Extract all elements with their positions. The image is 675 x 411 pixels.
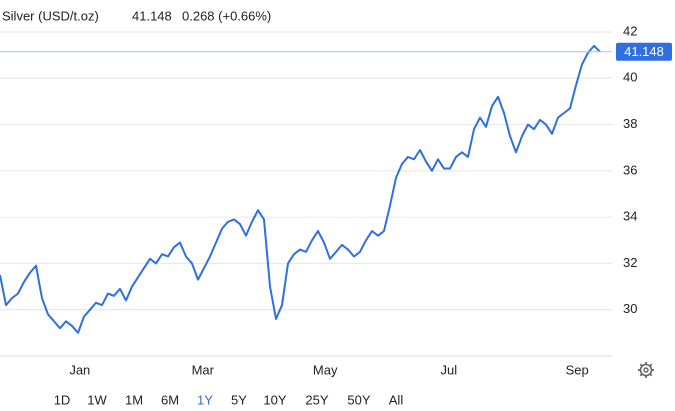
range-button[interactable]: 1M xyxy=(125,392,143,407)
x-tick-label: Mar xyxy=(192,362,215,377)
gear-teeth[interactable] xyxy=(638,362,654,378)
range-button[interactable]: All xyxy=(389,392,404,407)
last-price-label: 41.148 xyxy=(624,44,664,59)
range-button[interactable]: 1D xyxy=(54,392,71,407)
x-tick-label: Jan xyxy=(69,362,90,377)
y-tick-label: 32 xyxy=(623,255,637,270)
settings-icon[interactable] xyxy=(638,362,654,378)
x-tick-label: May xyxy=(313,362,338,377)
gear-hub[interactable] xyxy=(643,367,649,373)
range-button[interactable]: 5Y xyxy=(231,392,247,407)
y-tick-label: 36 xyxy=(623,162,637,177)
y-tick-label: 42 xyxy=(623,23,637,38)
last-price: 41.148 xyxy=(132,8,172,23)
x-tick-label: Jul xyxy=(440,362,457,377)
y-tick-label: 40 xyxy=(623,70,637,85)
y-tick-label: 38 xyxy=(623,116,637,131)
price-line xyxy=(0,44,601,334)
last-price-badge xyxy=(616,42,672,61)
range-button[interactable]: 50Y xyxy=(347,392,370,407)
y-tick-label: 30 xyxy=(623,301,637,316)
range-button[interactable]: 10Y xyxy=(263,392,286,407)
range-button[interactable]: 6M xyxy=(161,392,179,407)
price-change: 0.268 (+0.66%) xyxy=(182,8,271,23)
range-button[interactable]: 1Y xyxy=(197,392,213,407)
chart-title: Silver (USD/t.oz) xyxy=(2,8,99,23)
range-button[interactable]: 1W xyxy=(87,392,107,407)
y-tick-label: 34 xyxy=(623,209,637,224)
x-tick-label: Sep xyxy=(566,362,589,377)
range-button[interactable]: 25Y xyxy=(305,392,328,407)
